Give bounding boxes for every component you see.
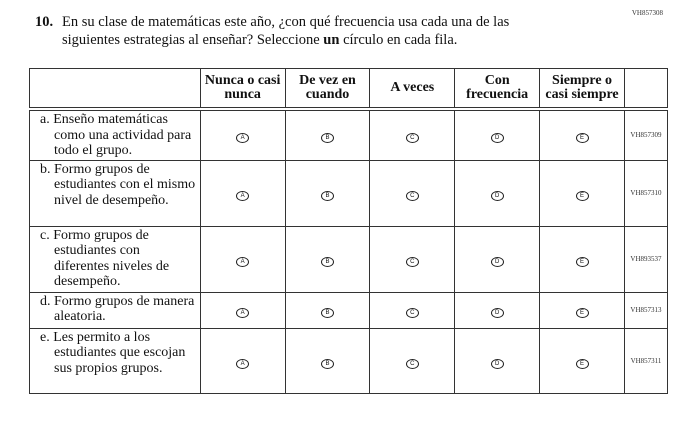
answer-bubble-a[interactable]: A: [236, 308, 250, 318]
response-cell: C: [369, 225, 456, 293]
answer-bubble-c[interactable]: C: [405, 257, 419, 267]
answer-bubble-a[interactable]: A: [236, 358, 250, 369]
row-code: VH857309: [623, 108, 669, 161]
answer-bubble-a[interactable]: A: [236, 257, 250, 267]
response-cell: D: [454, 225, 541, 293]
answer-bubble-e[interactable]: E: [575, 191, 589, 201]
header-col: Con frecuencia: [454, 68, 541, 110]
response-cell: B: [284, 159, 371, 227]
response-table: Nunca o casi nunca De vez en cuando A ve…: [29, 68, 669, 394]
answer-bubble-c[interactable]: C: [405, 358, 419, 369]
response-cell: D: [454, 108, 541, 161]
response-cell: E: [539, 225, 625, 293]
answer-bubble-e[interactable]: E: [575, 257, 589, 267]
question-text-end: círculo en cada fila.: [339, 32, 458, 48]
answer-bubble-e[interactable]: E: [575, 358, 589, 369]
answer-bubble-b[interactable]: B: [320, 358, 334, 369]
response-cell: B: [284, 291, 371, 329]
response-cell: D: [454, 291, 541, 329]
form-code: VH857308: [631, 9, 663, 17]
answer-bubble-d[interactable]: D: [490, 358, 504, 369]
answer-bubble-b[interactable]: B: [320, 191, 334, 201]
question-text: En su clase de matemáticas este año, ¿co…: [62, 13, 562, 49]
question-text-bold: un: [323, 32, 340, 48]
response-cell: A: [199, 159, 286, 227]
answer-bubble-c[interactable]: C: [405, 308, 419, 318]
question-number: 10.: [35, 14, 54, 30]
answer-bubble-b[interactable]: B: [320, 257, 334, 267]
table-row: b. Formo grupos de estudiantes con el mi…: [29, 159, 669, 227]
response-cell: C: [369, 108, 456, 161]
table-row: c. Formo grupos de estudiantes con difer…: [29, 225, 669, 293]
response-cell: E: [539, 291, 625, 329]
header-blank: [29, 68, 201, 110]
response-cell: C: [369, 291, 456, 329]
answer-bubble-d[interactable]: D: [490, 191, 504, 201]
response-cell: E: [539, 108, 625, 161]
header-blank: [623, 68, 669, 110]
answer-bubble-b[interactable]: B: [320, 308, 334, 318]
row-label: e. Les permito a los estudiantes que esc…: [29, 327, 201, 394]
response-cell: A: [199, 327, 286, 394]
answer-bubble-e[interactable]: E: [575, 133, 589, 144]
answer-bubble-e[interactable]: E: [575, 308, 589, 318]
response-cell: D: [454, 327, 541, 394]
table-row: e. Les permito a los estudiantes que esc…: [29, 327, 669, 394]
response-cell: E: [539, 159, 625, 227]
header-row: Nunca o casi nunca De vez en cuando A ve…: [29, 68, 669, 110]
header-col: De vez en cuando: [284, 68, 371, 110]
response-cell: A: [199, 108, 286, 161]
answer-bubble-c[interactable]: C: [405, 133, 419, 144]
row-label: c. Formo grupos de estudiantes con difer…: [29, 225, 201, 293]
response-cell: C: [369, 159, 456, 227]
table-row: d. Formo grupos de manera aleatoria. A B C D…: [29, 291, 669, 329]
answer-bubble-b[interactable]: B: [320, 133, 334, 144]
row-code: VH857313: [623, 291, 669, 329]
row-code: VH893537: [623, 225, 669, 293]
header-col: Siempre o casi siempre: [539, 68, 625, 110]
table-row: a. Enseño matemáticas como una actividad…: [29, 108, 669, 161]
answer-bubble-d[interactable]: D: [490, 257, 504, 267]
answer-bubble-a[interactable]: A: [236, 133, 250, 144]
answer-bubble-d[interactable]: D: [490, 133, 504, 144]
row-label: a. Enseño matemáticas como una actividad…: [29, 108, 201, 161]
row-code: VH857311: [623, 327, 669, 394]
response-cell: E: [539, 327, 625, 394]
response-cell: B: [284, 108, 371, 161]
question-text-start: En su clase de matemáticas este año, ¿co…: [62, 14, 510, 48]
answer-bubble-d[interactable]: D: [490, 308, 504, 318]
row-label: b. Formo grupos de estudiantes con el mi…: [29, 159, 201, 227]
response-cell: B: [284, 327, 371, 394]
header-col: Nunca o casi nunca: [199, 68, 286, 110]
header-col: A veces: [369, 68, 456, 110]
response-cell: B: [284, 225, 371, 293]
row-label: d. Formo grupos de manera aleatoria.: [29, 291, 201, 329]
row-code: VH857310: [623, 159, 669, 227]
response-cell: A: [199, 225, 286, 293]
answer-bubble-a[interactable]: A: [236, 191, 250, 201]
response-cell: D: [454, 159, 541, 227]
answer-bubble-c[interactable]: C: [405, 191, 419, 201]
response-cell: A: [199, 291, 286, 329]
response-cell: C: [369, 327, 456, 394]
